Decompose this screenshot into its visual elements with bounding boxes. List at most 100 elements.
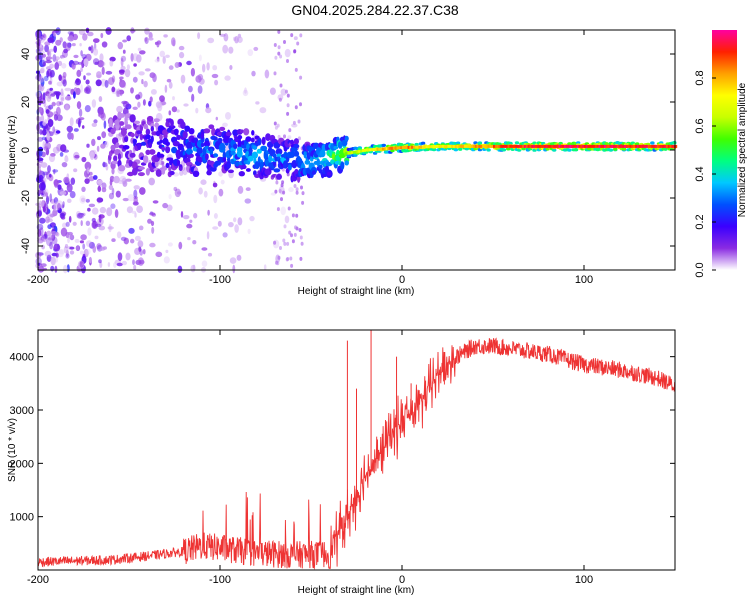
spectrogram-cell	[251, 130, 255, 136]
spectrogram-ridge-cell	[529, 144, 532, 148]
spectrogram-cell	[101, 187, 107, 193]
spectrogram-cell	[122, 49, 126, 54]
spectrogram-ridge-cell	[664, 144, 667, 148]
spectrogram-cell	[137, 166, 145, 170]
spectrogram-cell	[298, 228, 302, 232]
spectrogram-ridge-cell	[447, 144, 450, 148]
spectrogram-ridge-cell	[635, 144, 638, 148]
spectrogram-cell	[53, 45, 57, 53]
spectrogram-cell	[63, 48, 68, 54]
spectrogram-cell	[40, 181, 46, 191]
spectrogram-cell	[145, 128, 151, 136]
spectrogram-ridge-cell	[409, 145, 412, 149]
spectrogram-cell	[280, 183, 284, 188]
spectrogram-ridge-cell	[451, 144, 454, 148]
snr-xtick-label: 100	[575, 574, 593, 586]
spectrogram-cell	[68, 215, 72, 223]
spectrogram-ridge-cell	[369, 148, 372, 152]
spectrogram-cell	[37, 163, 42, 169]
spectrogram-ridge-cell	[560, 144, 563, 148]
spectrogram-cell	[144, 68, 151, 72]
spectrogram-cell	[171, 106, 178, 113]
spectrogram-cell	[217, 220, 222, 227]
spectrogram-cell	[148, 142, 153, 149]
spectrogram-cell	[82, 243, 86, 250]
spectrogram-cell	[104, 79, 109, 88]
spectrogram-cell	[98, 96, 103, 102]
spectrogram-ridge-cell	[571, 144, 574, 148]
spectrogram-cell	[130, 53, 134, 62]
spectrogram-cell	[93, 48, 99, 56]
spectrogram-cell	[236, 254, 242, 261]
spectrogram-cell	[49, 241, 53, 250]
spectrogram-cell	[344, 135, 349, 142]
spectrogram-ridge-cell	[618, 144, 621, 148]
spectrogram-cell	[148, 37, 154, 41]
spectrogram-ridge-cell	[434, 145, 437, 148]
spectrogram-cell	[134, 212, 137, 218]
spectrogram-cell	[152, 200, 159, 204]
spectrogram-ridge-cell	[551, 144, 554, 148]
spectrogram-cell	[118, 113, 126, 118]
snr-ytick-label: 1000	[10, 512, 34, 524]
spectrogram-cell	[92, 245, 97, 253]
spectrogram-cell	[270, 192, 277, 196]
spectrogram-cell	[121, 177, 127, 185]
spectrogram-cell	[108, 77, 115, 86]
spectrogram-cell	[108, 223, 112, 233]
spectrogram-cell	[279, 246, 282, 250]
spectrogram-ridge-cell	[671, 144, 674, 148]
spectrogram-cell	[143, 123, 148, 130]
spectrogram-cell	[87, 207, 91, 212]
spectrogram-ridge-cell	[531, 144, 534, 148]
spectrogram-cell	[40, 114, 45, 123]
spectrogram-cell	[250, 137, 255, 143]
spectrogram-cell	[143, 80, 148, 88]
spectrogram-cell	[251, 151, 258, 159]
spectrogram-ridge-cell	[505, 144, 508, 148]
spectrogram-cell	[190, 67, 195, 77]
spectrogram-cell	[207, 37, 215, 44]
spectrogram-cell	[148, 177, 155, 186]
spectrogram-cell	[144, 27, 150, 35]
spectrogram-cell	[293, 36, 298, 41]
spectrogram-ridge-cell	[655, 144, 658, 148]
spectrogram-cell	[110, 203, 116, 209]
spectrogram-ridge-cell	[411, 145, 414, 149]
spectrogram-cell	[80, 234, 87, 241]
spectrogram-cell	[273, 142, 281, 149]
spectrogram-ridge-cell	[669, 144, 672, 148]
spectrogram-cell	[280, 88, 287, 96]
spectrogram-cell	[218, 188, 224, 197]
spectrogram-cell	[180, 74, 186, 84]
spectrogram-cell	[69, 191, 76, 199]
spectrogram-cell	[96, 71, 102, 79]
spectrogram-cell	[100, 32, 104, 39]
spectrogram-cell	[122, 101, 130, 108]
spectrogram-ridge-cell	[662, 144, 665, 148]
spectrogram-cell	[52, 126, 56, 134]
spectrogram-cell	[144, 37, 149, 44]
spectrogram-cell	[291, 123, 298, 128]
spectrogram-cell	[44, 119, 48, 124]
spectrogram-cell	[161, 168, 166, 175]
spectrogram-cell	[155, 169, 162, 177]
spectrogram-cell	[150, 211, 153, 215]
spectrogram-ridge-cell	[649, 144, 652, 148]
spectrogram-cell	[225, 131, 232, 137]
spectrogram-cell	[277, 51, 281, 56]
spectrogram-ridge-cell	[607, 144, 610, 148]
spectrogram-cell	[212, 226, 219, 230]
spectrogram-cell	[297, 175, 301, 183]
spectrogram-cell	[52, 146, 60, 154]
spectrogram-cell	[56, 81, 64, 87]
spectrogram-cell	[116, 262, 123, 267]
spectrogram-cell	[61, 206, 64, 215]
spectrogram-cell	[129, 114, 136, 123]
spectrogram-ridge-cell	[400, 146, 403, 150]
spectrogram-ridge-cell	[591, 144, 594, 148]
spectrogram-cell	[458, 147, 463, 151]
spectrogram-cell	[59, 101, 64, 106]
spectrogram-cell	[139, 187, 146, 195]
spectrogram-cell	[75, 78, 81, 86]
